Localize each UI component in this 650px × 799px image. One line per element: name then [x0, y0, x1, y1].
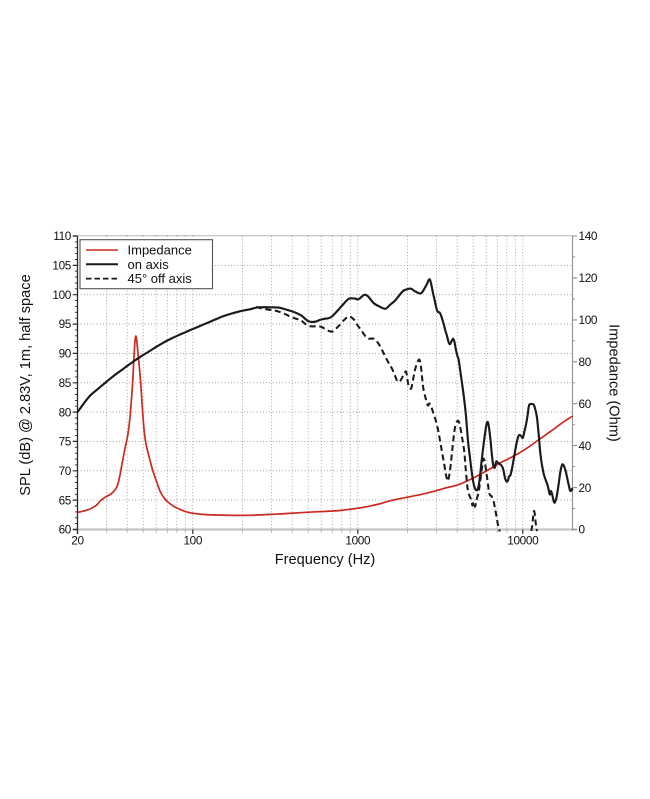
svg-text:45° off axis: 45° off axis	[128, 271, 193, 286]
svg-text:120: 120	[579, 271, 598, 285]
svg-text:95: 95	[59, 317, 72, 331]
svg-text:10000: 10000	[507, 534, 539, 548]
svg-text:85: 85	[59, 376, 72, 390]
svg-text:on axis: on axis	[128, 257, 170, 272]
svg-text:60: 60	[59, 523, 72, 537]
svg-text:70: 70	[59, 464, 72, 478]
svg-text:100: 100	[183, 534, 202, 548]
svg-text:80: 80	[579, 355, 592, 369]
svg-text:65: 65	[59, 493, 72, 507]
svg-text:Impedance (Ohm): Impedance (Ohm)	[605, 324, 621, 442]
svg-text:90: 90	[59, 347, 72, 361]
svg-text:SPL (dB) @ 2.83V, 1m, half spa: SPL (dB) @ 2.83V, 1m, half space	[18, 274, 34, 495]
svg-text:Impedance: Impedance	[128, 243, 192, 258]
svg-text:0: 0	[579, 523, 586, 537]
svg-text:100: 100	[52, 288, 71, 302]
svg-text:20: 20	[71, 534, 84, 548]
svg-text:Frequency (Hz): Frequency (Hz)	[275, 552, 376, 568]
svg-text:1000: 1000	[345, 534, 371, 548]
svg-text:60: 60	[579, 397, 592, 411]
svg-text:75: 75	[59, 435, 72, 449]
svg-text:100: 100	[579, 313, 598, 327]
svg-text:140: 140	[579, 229, 598, 243]
svg-text:20: 20	[579, 481, 592, 495]
svg-text:105: 105	[52, 259, 71, 273]
svg-text:40: 40	[579, 439, 592, 453]
svg-text:110: 110	[53, 229, 72, 243]
svg-text:80: 80	[59, 405, 72, 419]
